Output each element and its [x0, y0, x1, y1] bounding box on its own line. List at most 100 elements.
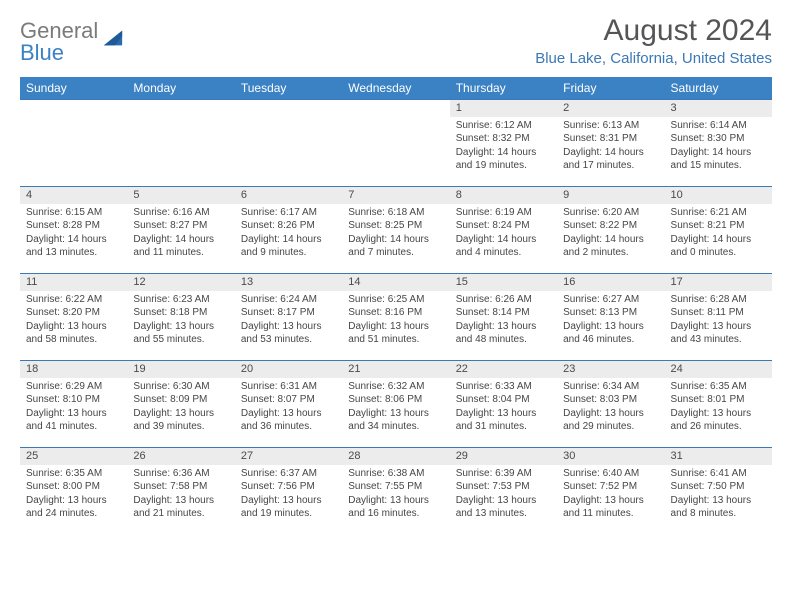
day-number-cell: 15: [450, 274, 557, 291]
sunset-line: Sunset: 8:32 PM: [456, 132, 551, 146]
day-info-cell: Sunrise: 6:22 AMSunset: 8:20 PMDaylight:…: [20, 291, 127, 361]
sunset-line: Sunset: 7:50 PM: [671, 480, 766, 494]
day-info-cell: Sunrise: 6:35 AMSunset: 8:01 PMDaylight:…: [665, 378, 772, 448]
day-number-cell: 27: [235, 448, 342, 465]
day-info-cell: Sunrise: 6:39 AMSunset: 7:53 PMDaylight:…: [450, 465, 557, 535]
day-header: Monday: [127, 77, 234, 100]
sunrise-line: Sunrise: 6:37 AM: [241, 467, 336, 481]
sunrise-line: Sunrise: 6:34 AM: [563, 380, 658, 394]
sunset-line: Sunset: 8:24 PM: [456, 219, 551, 233]
sunrise-line: Sunrise: 6:26 AM: [456, 293, 551, 307]
day-header: Sunday: [20, 77, 127, 100]
sunset-line: Sunset: 7:58 PM: [133, 480, 228, 494]
day-number-row: 11121314151617: [20, 274, 772, 291]
day-info-cell: Sunrise: 6:31 AMSunset: 8:07 PMDaylight:…: [235, 378, 342, 448]
day-info-cell: Sunrise: 6:36 AMSunset: 7:58 PMDaylight:…: [127, 465, 234, 535]
title-block: August 2024 Blue Lake, California, Unite…: [535, 14, 772, 67]
sunset-line: Sunset: 7:55 PM: [348, 480, 443, 494]
day-header: Friday: [557, 77, 664, 100]
day-number-cell: 9: [557, 187, 664, 204]
sunset-line: Sunset: 8:03 PM: [563, 393, 658, 407]
day-info-cell: Sunrise: 6:15 AMSunset: 8:28 PMDaylight:…: [20, 204, 127, 274]
day-info-cell: [235, 117, 342, 187]
daylight-line: Daylight: 14 hours and 11 minutes.: [133, 233, 228, 260]
sunrise-line: Sunrise: 6:35 AM: [671, 380, 766, 394]
day-info-cell: Sunrise: 6:14 AMSunset: 8:30 PMDaylight:…: [665, 117, 772, 187]
calendar-page: General Blue August 2024 Blue Lake, Cali…: [0, 0, 792, 555]
daylight-line: Daylight: 13 hours and 55 minutes.: [133, 320, 228, 347]
daylight-line: Daylight: 14 hours and 15 minutes.: [671, 146, 766, 173]
day-info-cell: Sunrise: 6:28 AMSunset: 8:11 PMDaylight:…: [665, 291, 772, 361]
daylight-line: Daylight: 13 hours and 36 minutes.: [241, 407, 336, 434]
day-number-cell: 6: [235, 187, 342, 204]
sunset-line: Sunset: 8:18 PM: [133, 306, 228, 320]
sunrise-line: Sunrise: 6:12 AM: [456, 119, 551, 133]
sunset-line: Sunset: 8:27 PM: [133, 219, 228, 233]
day-info-cell: Sunrise: 6:32 AMSunset: 8:06 PMDaylight:…: [342, 378, 449, 448]
sunrise-line: Sunrise: 6:24 AM: [241, 293, 336, 307]
day-number-cell: 29: [450, 448, 557, 465]
day-info-cell: Sunrise: 6:20 AMSunset: 8:22 PMDaylight:…: [557, 204, 664, 274]
daylight-line: Daylight: 13 hours and 34 minutes.: [348, 407, 443, 434]
day-info-cell: Sunrise: 6:40 AMSunset: 7:52 PMDaylight:…: [557, 465, 664, 535]
day-info-cell: Sunrise: 6:12 AMSunset: 8:32 PMDaylight:…: [450, 117, 557, 187]
day-info-cell: Sunrise: 6:34 AMSunset: 8:03 PMDaylight:…: [557, 378, 664, 448]
day-header: Saturday: [665, 77, 772, 100]
day-number-cell: 12: [127, 274, 234, 291]
day-number-row: 18192021222324: [20, 361, 772, 378]
daylight-line: Daylight: 14 hours and 7 minutes.: [348, 233, 443, 260]
day-info-cell: Sunrise: 6:41 AMSunset: 7:50 PMDaylight:…: [665, 465, 772, 535]
day-header: Tuesday: [235, 77, 342, 100]
day-info-cell: [342, 117, 449, 187]
daylight-line: Daylight: 13 hours and 51 minutes.: [348, 320, 443, 347]
sunrise-line: Sunrise: 6:39 AM: [456, 467, 551, 481]
sunset-line: Sunset: 8:06 PM: [348, 393, 443, 407]
sunrise-line: Sunrise: 6:21 AM: [671, 206, 766, 220]
sunset-line: Sunset: 8:25 PM: [348, 219, 443, 233]
day-info-cell: Sunrise: 6:17 AMSunset: 8:26 PMDaylight:…: [235, 204, 342, 274]
daylight-line: Daylight: 13 hours and 26 minutes.: [671, 407, 766, 434]
day-info-cell: Sunrise: 6:13 AMSunset: 8:31 PMDaylight:…: [557, 117, 664, 187]
day-number-cell: 18: [20, 361, 127, 378]
sunset-line: Sunset: 8:01 PM: [671, 393, 766, 407]
sunset-line: Sunset: 8:20 PM: [26, 306, 121, 320]
triangle-icon: [102, 27, 124, 49]
day-number-row: 45678910: [20, 187, 772, 204]
daylight-line: Daylight: 14 hours and 13 minutes.: [26, 233, 121, 260]
daylight-line: Daylight: 13 hours and 31 minutes.: [456, 407, 551, 434]
sunset-line: Sunset: 8:28 PM: [26, 219, 121, 233]
sunset-line: Sunset: 8:22 PM: [563, 219, 658, 233]
day-number-cell: 22: [450, 361, 557, 378]
day-number-cell: 16: [557, 274, 664, 291]
day-info-cell: Sunrise: 6:23 AMSunset: 8:18 PMDaylight:…: [127, 291, 234, 361]
sunrise-line: Sunrise: 6:36 AM: [133, 467, 228, 481]
day-info-row: Sunrise: 6:12 AMSunset: 8:32 PMDaylight:…: [20, 117, 772, 187]
daylight-line: Daylight: 14 hours and 4 minutes.: [456, 233, 551, 260]
day-info-cell: Sunrise: 6:38 AMSunset: 7:55 PMDaylight:…: [342, 465, 449, 535]
location-subtitle: Blue Lake, California, United States: [535, 50, 772, 67]
day-number-row: 25262728293031: [20, 448, 772, 465]
day-number-cell: 21: [342, 361, 449, 378]
day-info-cell: Sunrise: 6:18 AMSunset: 8:25 PMDaylight:…: [342, 204, 449, 274]
day-number-cell: [235, 100, 342, 117]
day-number-cell: 26: [127, 448, 234, 465]
day-info-row: Sunrise: 6:35 AMSunset: 8:00 PMDaylight:…: [20, 465, 772, 535]
sunset-line: Sunset: 8:09 PM: [133, 393, 228, 407]
daylight-line: Daylight: 14 hours and 19 minutes.: [456, 146, 551, 173]
sunset-line: Sunset: 8:13 PM: [563, 306, 658, 320]
sunrise-line: Sunrise: 6:17 AM: [241, 206, 336, 220]
sunrise-line: Sunrise: 6:27 AM: [563, 293, 658, 307]
daylight-line: Daylight: 13 hours and 46 minutes.: [563, 320, 658, 347]
sunset-line: Sunset: 8:17 PM: [241, 306, 336, 320]
sunset-line: Sunset: 8:10 PM: [26, 393, 121, 407]
daylight-line: Daylight: 13 hours and 41 minutes.: [26, 407, 121, 434]
daylight-line: Daylight: 14 hours and 0 minutes.: [671, 233, 766, 260]
day-number-cell: 28: [342, 448, 449, 465]
sunset-line: Sunset: 8:00 PM: [26, 480, 121, 494]
sunrise-line: Sunrise: 6:15 AM: [26, 206, 121, 220]
sunset-line: Sunset: 8:30 PM: [671, 132, 766, 146]
sunrise-line: Sunrise: 6:20 AM: [563, 206, 658, 220]
daylight-line: Daylight: 13 hours and 11 minutes.: [563, 494, 658, 521]
sunrise-line: Sunrise: 6:29 AM: [26, 380, 121, 394]
daylight-line: Daylight: 13 hours and 19 minutes.: [241, 494, 336, 521]
